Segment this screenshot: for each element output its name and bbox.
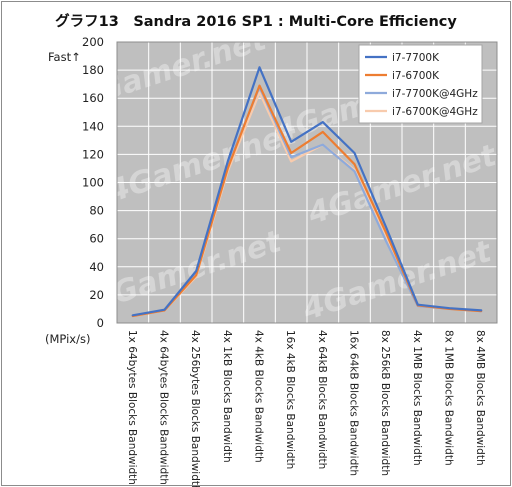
x-tick-label: 8x 4MB Blocks Bandwidth [474,330,486,466]
x-tick-label: 4x 64kB Blocks Bandwidth [316,330,328,469]
y-tick-label: 100 [82,176,104,190]
legend: i7-7700K i7-6700K i7-7700K@4GHz i7-6700K@4G… [358,44,483,124]
x-tick-label: 16x 4kB Blocks Bandwidth [284,330,296,469]
x-tick-label: 4x 64bytes Blocks Bandwidth [158,330,170,485]
y-tick-label: 60 [89,232,104,246]
y-tick-label: 120 [82,147,104,161]
x-axis-ticks: 1x 64bytes Blocks Bandwidth 4x 64bytes Bl… [126,330,486,487]
gridlines [116,41,498,324]
x-tick-label: 4x 1MB Blocks Bandwidth [411,330,423,466]
y-tick-label: 180 [82,63,104,77]
x-tick-label: 1x 64bytes Blocks Bandwidth [126,330,138,485]
y-tick-label: 140 [82,119,104,133]
x-tick-label: 4x 4kB Blocks Bandwidth [253,330,265,463]
chart-title: グラフ13 Sandra 2016 SP1 : Multi-Core Effic… [55,12,457,30]
x-tick-label: 4x 1kB Blocks Bandwidth [221,330,233,463]
y-unit-label: (MPix/s) [45,332,90,346]
plot-border [116,41,498,324]
y-tick-label: 40 [89,260,104,274]
series-line [131,66,483,317]
legend-label: i7-7700K [392,52,440,64]
y-tick-label: 80 [89,204,104,218]
legend-label: i7-6700K@4GHz [392,106,478,118]
series-layer [131,66,483,318]
y-tick-label: 160 [82,91,104,105]
y-tick-label: 0 [97,316,104,330]
y-tick-label: 20 [89,288,104,302]
legend-label: i7-6700K [392,70,440,82]
x-tick-label: 8x 1MB Blocks Bandwidth [443,330,455,466]
x-tick-label: 8x 256kB Blocks Bandwidth [379,330,391,476]
y-tick-label: 200 [82,35,104,49]
y-axis-ticks: 0 20 40 60 80 100 120 140 160 180 200 [82,35,104,330]
y-direction-label: Fast↑ [48,50,81,64]
x-tick-label: 16x 64kB Blocks Bandwidth [348,330,360,476]
x-tick-label: 4x 256bytes Blocks Bandwidth [189,330,201,487]
legend-label: i7-7700K@4GHz [392,88,478,100]
